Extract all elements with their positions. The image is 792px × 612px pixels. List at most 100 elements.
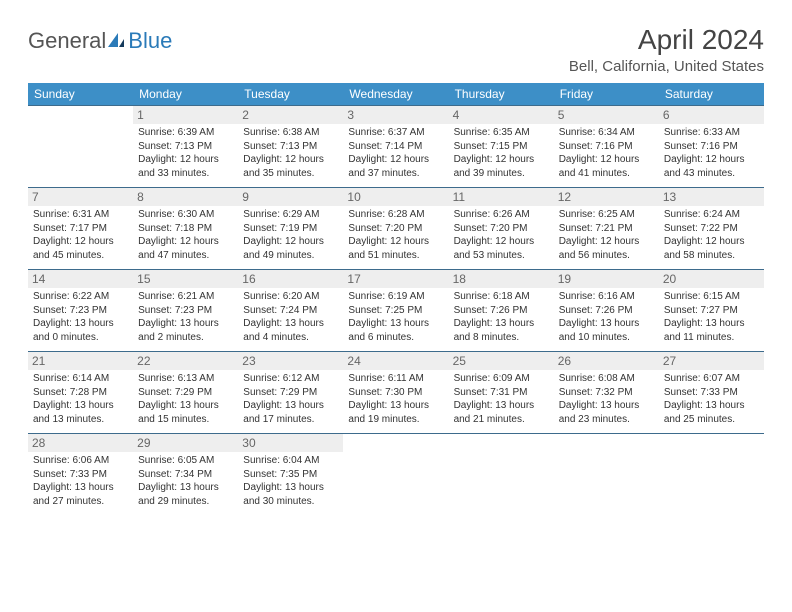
week-row: 14Sunrise: 6:22 AMSunset: 7:23 PMDayligh… (28, 270, 764, 352)
day-info-line: Daylight: 13 hours (138, 399, 233, 413)
day-info-line: Daylight: 13 hours (664, 317, 759, 331)
logo-sail-icon (106, 31, 126, 54)
day-number: 16 (238, 270, 343, 288)
day-info-line: Sunset: 7:29 PM (243, 386, 338, 400)
day-info-line: Sunset: 7:16 PM (664, 140, 759, 154)
day-number: 26 (554, 352, 659, 370)
day-cell: 13Sunrise: 6:24 AMSunset: 7:22 PMDayligh… (659, 188, 764, 270)
day-info-line: Daylight: 12 hours (138, 153, 233, 167)
day-info-line: Sunset: 7:26 PM (454, 304, 549, 318)
day-info-line: and 47 minutes. (138, 249, 233, 263)
day-cell (28, 106, 133, 188)
day-info: Sunrise: 6:29 AMSunset: 7:19 PMDaylight:… (243, 208, 338, 262)
day-cell: 9Sunrise: 6:29 AMSunset: 7:19 PMDaylight… (238, 188, 343, 270)
day-info-line: and 56 minutes. (559, 249, 654, 263)
day-cell: 5Sunrise: 6:34 AMSunset: 7:16 PMDaylight… (554, 106, 659, 188)
day-info-line: Daylight: 12 hours (664, 153, 759, 167)
day-info-line: and 33 minutes. (138, 167, 233, 181)
day-number: 21 (28, 352, 133, 370)
day-info: Sunrise: 6:04 AMSunset: 7:35 PMDaylight:… (243, 454, 338, 508)
col-tuesday: Tuesday (238, 83, 343, 106)
day-info-line: Sunset: 7:18 PM (138, 222, 233, 236)
day-info: Sunrise: 6:28 AMSunset: 7:20 PMDaylight:… (348, 208, 443, 262)
day-info-line: and 27 minutes. (33, 495, 128, 509)
day-cell: 28Sunrise: 6:06 AMSunset: 7:33 PMDayligh… (28, 434, 133, 516)
day-info-line: Daylight: 13 hours (559, 317, 654, 331)
day-info-line: Sunrise: 6:30 AM (138, 208, 233, 222)
day-info-line: and 58 minutes. (664, 249, 759, 263)
day-info-line: and 6 minutes. (348, 331, 443, 345)
day-info: Sunrise: 6:24 AMSunset: 7:22 PMDaylight:… (664, 208, 759, 262)
col-wednesday: Wednesday (343, 83, 448, 106)
day-number: 15 (133, 270, 238, 288)
day-number: 23 (238, 352, 343, 370)
day-cell: 11Sunrise: 6:26 AMSunset: 7:20 PMDayligh… (449, 188, 554, 270)
day-info-line: Sunrise: 6:11 AM (348, 372, 443, 386)
day-info-line: Sunrise: 6:26 AM (454, 208, 549, 222)
day-info-line: Sunset: 7:27 PM (664, 304, 759, 318)
day-info-line: Daylight: 12 hours (454, 235, 549, 249)
day-info-line: Sunset: 7:22 PM (664, 222, 759, 236)
day-cell: 25 Sunrise: 6:09 AMSunset: 7:31 PMDayligh… (449, 352, 554, 434)
day-info-line: and 21 minutes. (454, 413, 549, 427)
header-row: Sunday Monday Tuesday Wednesday Thursday… (28, 83, 764, 106)
day-info: Sunrise: 6:06 AMSunset: 7:33 PMDaylight:… (33, 454, 128, 508)
day-info-line: and 15 minutes. (138, 413, 233, 427)
day-cell (449, 434, 554, 516)
day-cell: 17Sunrise: 6:19 AMSunset: 7:25 PMDayligh… (343, 270, 448, 352)
day-info-line: Sunrise: 6:05 AM (138, 454, 233, 468)
day-cell: 22Sunrise: 6:13 AMSunset: 7:29 PMDayligh… (133, 352, 238, 434)
day-number: 7 (28, 188, 133, 206)
day-info-line: Sunrise: 6:16 AM (559, 290, 654, 304)
day-info: Sunrise: 6:39 AMSunset: 7:13 PMDaylight:… (138, 126, 233, 180)
day-info: Sunrise: 6:09 AMSunset: 7:31 PMDaylight:… (454, 372, 549, 426)
day-info-line: and 4 minutes. (243, 331, 338, 345)
day-info-line: and 39 minutes. (454, 167, 549, 181)
day-info-line: Sunset: 7:30 PM (348, 386, 443, 400)
day-cell: 26 Sunrise: 6:08 AMSunset: 7:32 PMDayligh… (554, 352, 659, 434)
day-cell: 29Sunrise: 6:05 AMSunset: 7:34 PMDayligh… (133, 434, 238, 516)
day-info-line: Sunset: 7:23 PM (138, 304, 233, 318)
day-info: Sunrise: 6:05 AMSunset: 7:34 PMDaylight:… (138, 454, 233, 508)
day-info: Sunrise: 6:38 AMSunset: 7:13 PMDaylight:… (243, 126, 338, 180)
week-row: 28Sunrise: 6:06 AMSunset: 7:33 PMDayligh… (28, 434, 764, 516)
day-info-line: Sunset: 7:21 PM (559, 222, 654, 236)
day-cell: 7Sunrise: 6:31 AMSunset: 7:17 PMDaylight… (28, 188, 133, 270)
day-number: 30 (238, 434, 343, 452)
day-info-line: Sunrise: 6:15 AM (664, 290, 759, 304)
day-info-line: and 30 minutes. (243, 495, 338, 509)
day-info: Sunrise: 6:12 AMSunset: 7:29 PMDaylight:… (243, 372, 338, 426)
day-info-line: Sunset: 7:28 PM (33, 386, 128, 400)
title-block: April 2024 Bell, California, United Stat… (569, 24, 764, 75)
day-info-line: Daylight: 12 hours (138, 235, 233, 249)
day-info: Sunrise: 6:35 AMSunset: 7:15 PMDaylight:… (454, 126, 549, 180)
day-info-line: Sunset: 7:33 PM (33, 468, 128, 482)
day-info-line: Sunrise: 6:18 AM (454, 290, 549, 304)
day-info: Sunrise: 6:21 AMSunset: 7:23 PMDaylight:… (138, 290, 233, 344)
day-info-line: Sunset: 7:24 PM (243, 304, 338, 318)
day-cell: 1Sunrise: 6:39 AMSunset: 7:13 PMDaylight… (133, 106, 238, 188)
day-cell: 15 Sunrise: 6:21 AMSunset: 7:23 PMDayligh… (133, 270, 238, 352)
day-info: Sunrise: 6:08 AMSunset: 7:32 PMDaylight:… (559, 372, 654, 426)
day-info-line: and 13 minutes. (33, 413, 128, 427)
day-number: 8 (133, 188, 238, 206)
day-info-line: and 25 minutes. (664, 413, 759, 427)
day-info-line: Sunrise: 6:04 AM (243, 454, 338, 468)
day-cell: 12Sunrise: 6:25 AMSunset: 7:21 PMDayligh… (554, 188, 659, 270)
day-info-line: Daylight: 12 hours (243, 235, 338, 249)
day-info-line: and 0 minutes. (33, 331, 128, 345)
day-info: Sunrise: 6:37 AMSunset: 7:14 PMDaylight:… (348, 126, 443, 180)
day-info-line: Daylight: 13 hours (33, 317, 128, 331)
day-info: Sunrise: 6:20 AMSunset: 7:24 PMDaylight:… (243, 290, 338, 344)
day-info-line: Sunset: 7:35 PM (243, 468, 338, 482)
day-info-line: Daylight: 13 hours (454, 317, 549, 331)
day-number: 2 (238, 106, 343, 124)
day-number: 19 (554, 270, 659, 288)
day-info-line: Daylight: 13 hours (243, 317, 338, 331)
day-number: 25 (449, 352, 554, 370)
day-info-line: Sunset: 7:32 PM (559, 386, 654, 400)
day-cell: 20Sunrise: 6:15 AMSunset: 7:27 PMDayligh… (659, 270, 764, 352)
day-number: 5 (554, 106, 659, 124)
logo-right: Blue (128, 28, 172, 54)
day-info-line: Sunrise: 6:39 AM (138, 126, 233, 140)
